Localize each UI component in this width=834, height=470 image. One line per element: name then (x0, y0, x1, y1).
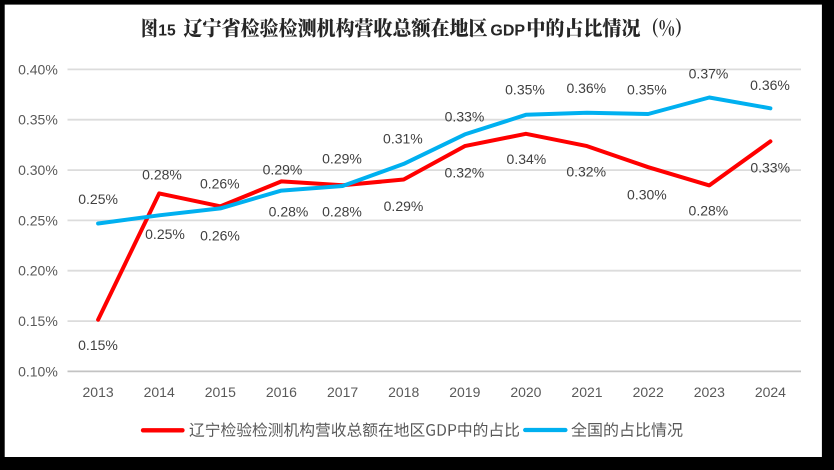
svg-text:0.28%: 0.28% (689, 203, 729, 219)
svg-text:0.15%: 0.15% (18, 313, 58, 329)
svg-text:2023: 2023 (694, 384, 725, 400)
svg-text:2015: 2015 (205, 384, 236, 400)
svg-text:0.20%: 0.20% (18, 263, 58, 279)
svg-text:0.35%: 0.35% (18, 112, 58, 128)
svg-text:0.31%: 0.31% (383, 130, 423, 146)
svg-text:2013: 2013 (83, 384, 114, 400)
svg-text:0.28%: 0.28% (269, 203, 309, 219)
svg-text:0.10%: 0.10% (18, 363, 58, 379)
svg-text:0.40%: 0.40% (18, 61, 58, 77)
svg-text:0.34%: 0.34% (507, 151, 547, 167)
svg-text:0.36%: 0.36% (566, 80, 606, 96)
svg-text:0.25%: 0.25% (78, 191, 118, 207)
svg-text:0.32%: 0.32% (445, 164, 485, 180)
svg-text:0.35%: 0.35% (627, 82, 667, 98)
svg-text:0.35%: 0.35% (505, 82, 545, 98)
svg-text:0.33%: 0.33% (750, 159, 790, 175)
svg-text:0.30%: 0.30% (18, 162, 58, 178)
svg-text:0.30%: 0.30% (627, 187, 667, 203)
svg-text:GDP: GDP (490, 22, 525, 39)
svg-text:0.26%: 0.26% (200, 227, 240, 243)
svg-text:0.29%: 0.29% (384, 198, 424, 214)
svg-text:2019: 2019 (449, 384, 480, 400)
svg-text:2018: 2018 (388, 384, 419, 400)
svg-text:0.36%: 0.36% (750, 77, 790, 93)
svg-text:0.15%: 0.15% (78, 337, 118, 353)
svg-text:0.28%: 0.28% (142, 167, 182, 183)
svg-text:0.25%: 0.25% (18, 212, 58, 228)
svg-text:0.29%: 0.29% (263, 161, 303, 177)
svg-text:0.29%: 0.29% (322, 150, 362, 166)
svg-text:2021: 2021 (571, 384, 602, 400)
svg-text:2022: 2022 (633, 384, 664, 400)
svg-text:0.26%: 0.26% (200, 175, 240, 191)
svg-text:2014: 2014 (144, 384, 175, 400)
svg-text:0.28%: 0.28% (322, 204, 362, 220)
svg-text:2024: 2024 (755, 384, 786, 400)
svg-text:15: 15 (158, 22, 176, 39)
svg-text:0.32%: 0.32% (566, 163, 606, 179)
svg-text:2020: 2020 (510, 384, 541, 400)
svg-text:0.37%: 0.37% (689, 65, 729, 81)
svg-text:0.25%: 0.25% (145, 226, 185, 242)
svg-text:2016: 2016 (266, 384, 297, 400)
svg-text:0.33%: 0.33% (445, 109, 485, 125)
svg-text:2017: 2017 (327, 384, 358, 400)
